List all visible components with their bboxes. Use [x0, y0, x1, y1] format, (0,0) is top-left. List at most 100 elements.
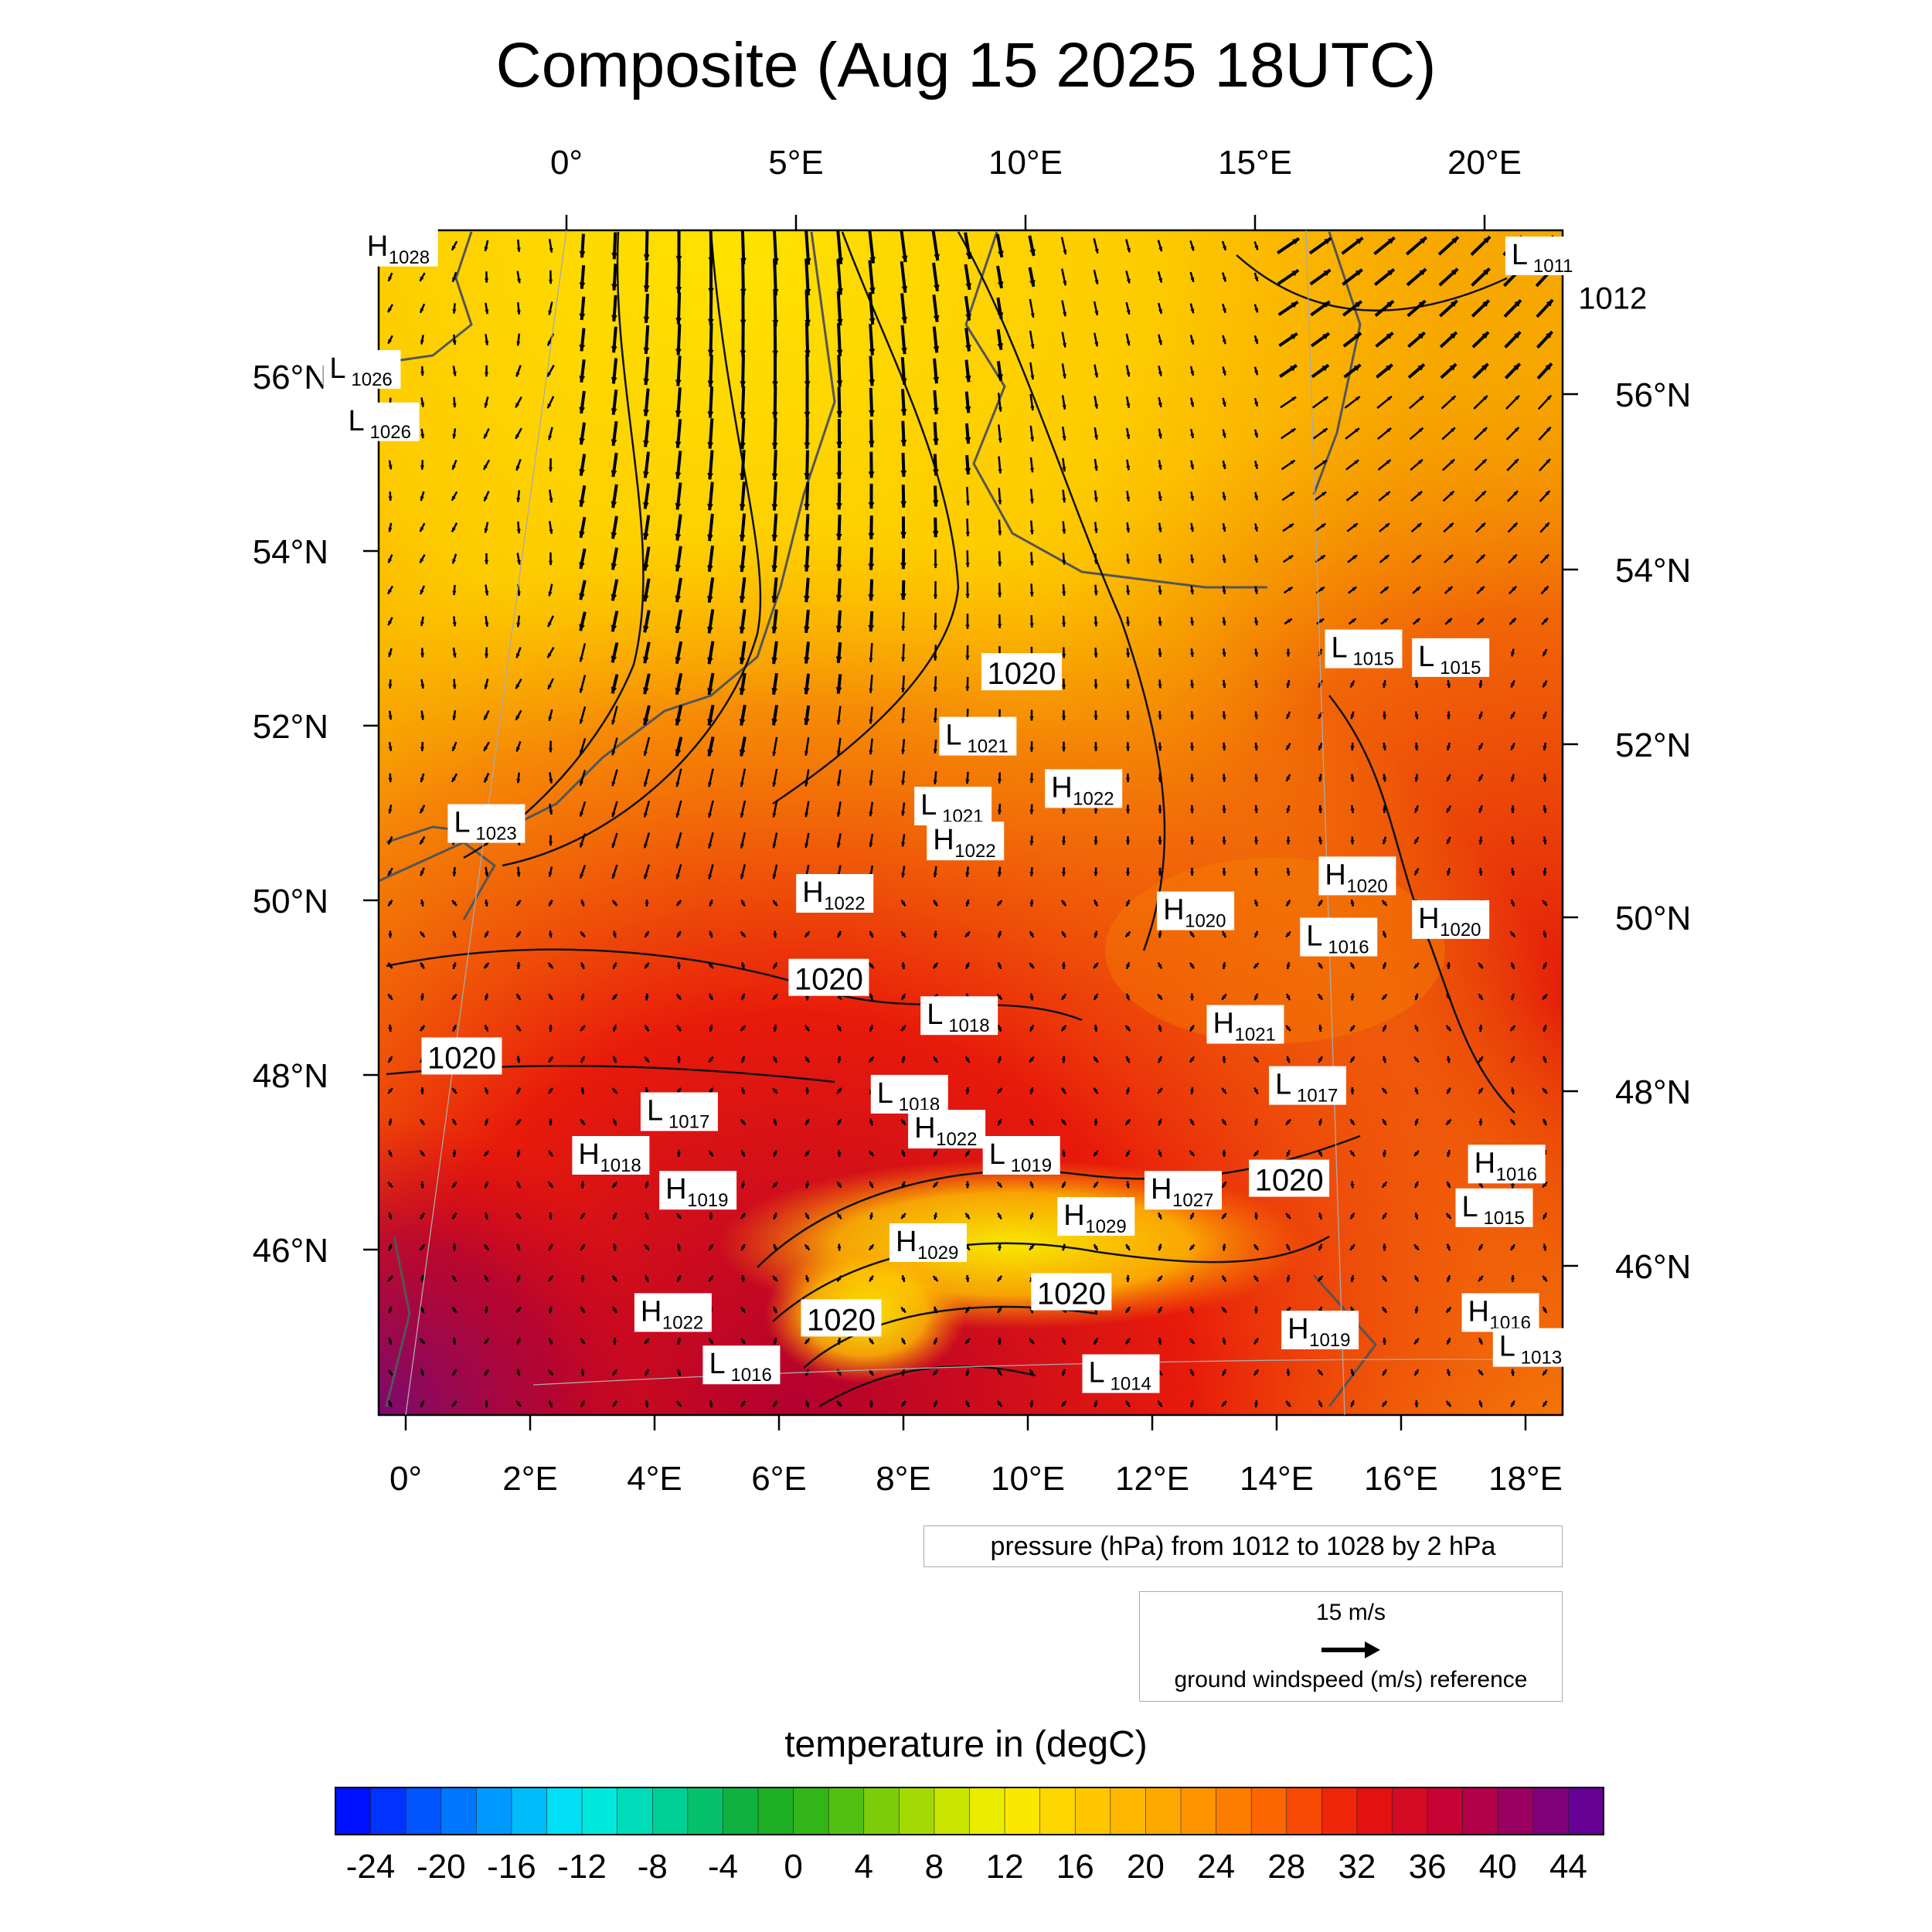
wind-vector-head [1030, 344, 1035, 349]
wind-vector-head [1386, 427, 1392, 433]
wind-vector-head [548, 310, 553, 315]
wind-vector-head [420, 747, 425, 751]
wind-vector-head [773, 1214, 777, 1219]
wind-vector-head [1253, 714, 1259, 719]
wind-vector-head [1222, 683, 1226, 689]
colorbar-tick-label: -8 [638, 1848, 668, 1886]
wind-vector-head [1510, 839, 1515, 845]
wind-vector-head [740, 874, 745, 879]
wind-vector-head [1029, 1370, 1034, 1376]
wind-vector-head [547, 653, 552, 658]
wind-vector-head [933, 933, 938, 938]
wind-vector-head [516, 529, 521, 534]
svg-text:1020: 1020 [1037, 1277, 1106, 1311]
contour-label: 1020 [981, 653, 1062, 691]
wind-vector-head [1125, 932, 1131, 937]
wind-vector-head [1222, 308, 1226, 313]
wind-vector-head [1125, 1402, 1130, 1407]
left-lat-label: 48°N [253, 1057, 328, 1095]
wind-vector-head [1094, 590, 1098, 596]
wind-vector-head [1510, 1245, 1515, 1250]
colorbar-cell [1462, 1787, 1499, 1835]
wind-vector-head [675, 657, 682, 664]
colorbar-cell [687, 1787, 724, 1835]
wind-vector-head [645, 1026, 649, 1032]
wind-vector-head [869, 1121, 873, 1126]
wind-vector-head [645, 964, 649, 969]
colorbar-cell [1427, 1787, 1464, 1835]
svg-text:1015: 1015 [1484, 1208, 1525, 1229]
wind-vector-head [1158, 340, 1162, 345]
wind-vector-head [1286, 1120, 1291, 1125]
wind-vector-head [612, 1370, 617, 1376]
wind-vector-head [1061, 932, 1066, 937]
wind-vector-head [739, 749, 746, 757]
wind-vector-head [740, 1339, 745, 1345]
wind-vector-head [709, 995, 713, 1001]
wind-vector-head [1222, 495, 1226, 501]
wind-vector-head [1190, 1214, 1195, 1219]
wind-vector-head [771, 412, 778, 419]
wind-vector-head [452, 559, 457, 564]
wind-vector-head [452, 1277, 457, 1282]
top-lon-label: 5°E [768, 144, 823, 182]
wind-vector-head [1222, 1120, 1226, 1125]
wind-vector-head [1350, 714, 1355, 719]
wind-vector-head [516, 310, 521, 315]
colorbar-cell [1216, 1787, 1252, 1835]
wind-vector-head [1126, 528, 1131, 532]
wind-vector-head [1478, 683, 1483, 688]
wind-vector-head [643, 812, 648, 818]
svg-text:1022: 1022 [824, 893, 865, 914]
wind-vector-head [1061, 901, 1066, 906]
high-pressure-label: H 1020 [1412, 900, 1490, 940]
svg-text:H: H [933, 824, 954, 856]
wind-vector-head [998, 499, 1002, 505]
wind-vector-head [1286, 932, 1291, 937]
wind-vector-head [965, 252, 972, 260]
wind-vector-head [965, 1057, 970, 1063]
wind-vector-head [1158, 371, 1162, 376]
right-lat-label: 52°N [1615, 726, 1691, 764]
colorbar-tick-label: -20 [417, 1848, 466, 1886]
wind-vector-head [645, 995, 649, 1001]
svg-text:H: H [665, 1173, 686, 1206]
wind-vector-head [900, 378, 907, 385]
wind-vector-head [579, 313, 586, 321]
wind-vector-head [1512, 554, 1517, 560]
map-frame [377, 229, 1564, 1417]
temperature-colorbar [335, 1787, 1604, 1835]
wind-vector-head [1543, 1246, 1547, 1251]
right-lat-label: 48°N [1615, 1073, 1691, 1111]
wind-vector-head [579, 282, 586, 289]
wind-vector-head [1126, 278, 1131, 284]
wind-vector-head [1125, 1277, 1131, 1282]
wind-vector-head [773, 1057, 777, 1063]
wind-vector-head [1061, 685, 1066, 689]
wind-vector-head [1286, 840, 1291, 845]
wind-vector-head [1543, 1402, 1547, 1407]
wind-vector-head [645, 902, 649, 906]
wind-vector-head [1189, 1371, 1194, 1376]
wind-vector-head [1125, 1026, 1131, 1031]
wind-vector-head [1029, 561, 1034, 566]
wind-vector-head [1029, 872, 1034, 876]
wind-vector-head [1478, 1121, 1483, 1126]
wind-vector-head [548, 1339, 553, 1345]
wind-vector-head [1321, 365, 1329, 372]
wind-vector-head [420, 621, 424, 627]
wind-vector-head [1318, 1370, 1323, 1376]
wind-vector-head [549, 1308, 553, 1314]
colorbar-cell [934, 1787, 971, 1835]
wind-vector-head [1222, 808, 1226, 814]
wind-vector-head [1350, 1277, 1355, 1282]
wind-vector-head [1287, 618, 1292, 623]
wind-vector-head [548, 591, 553, 597]
wind-vector-head [1189, 996, 1195, 1001]
svg-text:H: H [914, 1112, 935, 1145]
wind-vector-head [1158, 840, 1162, 845]
wind-vector-head [1511, 745, 1515, 750]
wind-vector-head [675, 564, 682, 572]
wind-vector-head [997, 1277, 1002, 1282]
wind-vector-head [1387, 269, 1394, 276]
